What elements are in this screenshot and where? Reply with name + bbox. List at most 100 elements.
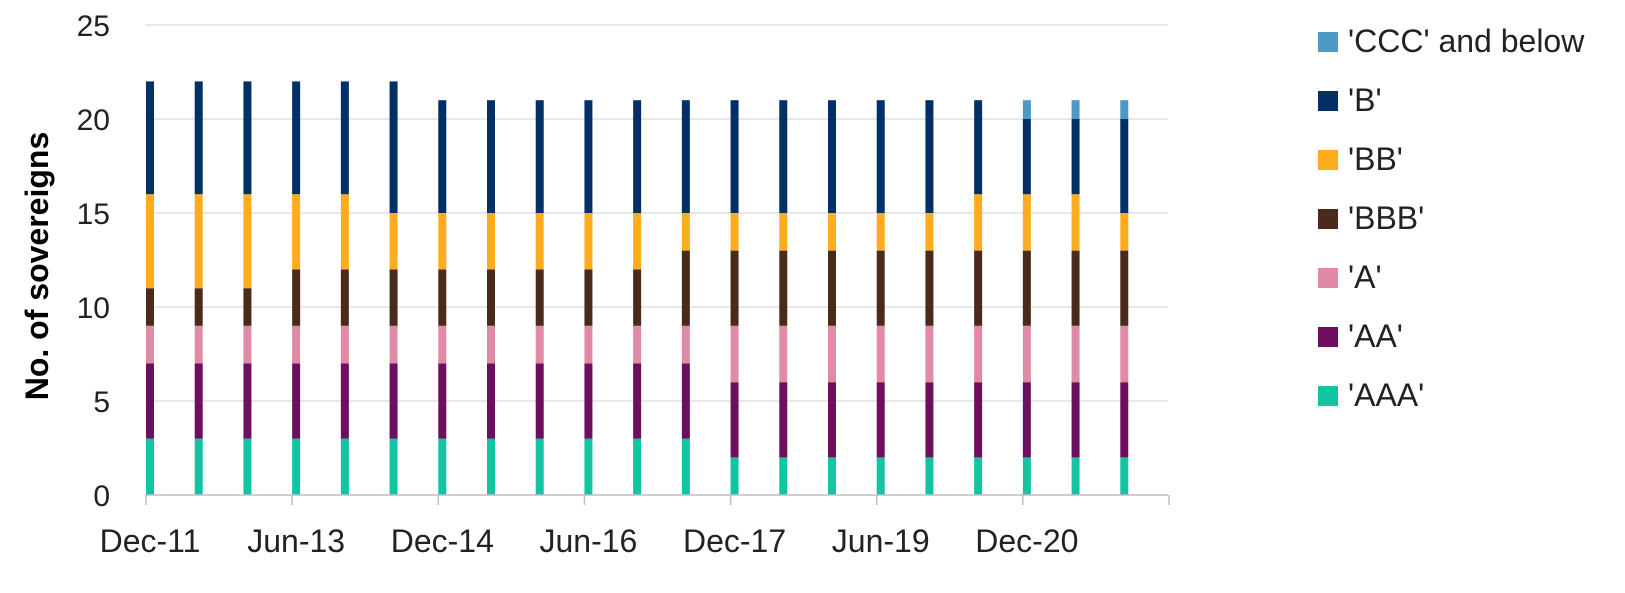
bar-segment <box>925 457 934 495</box>
bar-segment <box>1120 213 1129 251</box>
bar-segment <box>487 363 495 439</box>
bar-segment <box>535 363 544 439</box>
bar-segment <box>243 325 252 364</box>
bar-segment <box>633 213 642 270</box>
bar-segment <box>389 269 398 326</box>
y-tick-label: 10 <box>77 292 110 325</box>
bar-segment <box>925 325 934 383</box>
bar-segment <box>1022 250 1031 326</box>
bar-segment <box>535 269 544 326</box>
bar-segment <box>243 81 252 195</box>
bar-segment <box>1071 194 1080 251</box>
bar-segment <box>292 438 301 495</box>
bar-segment <box>925 213 934 251</box>
bar-segment <box>1022 325 1031 383</box>
y-tick-label: 0 <box>93 480 110 513</box>
bar-segment <box>487 269 495 326</box>
legend-label: 'CCC' and below <box>1348 23 1585 59</box>
legend-swatch <box>1318 267 1338 288</box>
bar-segment <box>146 194 154 289</box>
legend-label: 'AA' <box>1348 318 1403 354</box>
bar-segment <box>1120 457 1129 495</box>
bar-segment <box>681 213 690 251</box>
x-tick-label: Dec-20 <box>975 523 1078 559</box>
bar-segment <box>974 250 983 326</box>
x-tick-label: Jun-19 <box>832 523 930 559</box>
bar-segment <box>1022 100 1031 119</box>
bar-segment <box>828 250 836 326</box>
bar-segment <box>925 382 934 458</box>
bar-segment <box>681 363 690 439</box>
bar-segment <box>1071 119 1080 195</box>
bar-segment <box>681 325 690 364</box>
bar-segment <box>243 363 252 439</box>
bar-segment <box>1120 119 1129 213</box>
bar-segment <box>243 438 252 495</box>
bar-segment <box>1071 325 1080 383</box>
y-tick-label: 5 <box>93 386 110 419</box>
bar-segment <box>584 100 593 213</box>
legend-item: 'CCC' and below <box>1318 12 1584 71</box>
bar-segment <box>584 363 593 439</box>
bar-segment <box>438 269 447 326</box>
bar-segment <box>194 194 203 289</box>
bar-segment <box>1120 250 1129 326</box>
bar-segment <box>194 81 203 195</box>
bar-segment <box>292 363 301 439</box>
bar-segment <box>243 194 252 289</box>
legend-item: 'AA' <box>1318 307 1584 366</box>
bar-segment <box>340 269 349 326</box>
legend-item: 'BB' <box>1318 130 1584 189</box>
y-tick-label: 15 <box>77 198 110 231</box>
bar-segment <box>974 457 983 495</box>
bar-segment <box>487 438 495 495</box>
y-tick-label: 25 <box>77 10 110 43</box>
bar-segment <box>1120 382 1129 458</box>
x-axis-ticks: Dec-11 Jun-13 Dec-14 Jun-16 Dec-17 Jun-19 Dec-… <box>100 523 1079 559</box>
x-tick-label: Dec-17 <box>683 523 786 559</box>
bar-segment <box>828 213 836 251</box>
bar-segment <box>925 100 934 213</box>
x-tick-label: Jun-13 <box>247 523 345 559</box>
bar-segment <box>584 213 593 270</box>
bar-segment <box>633 363 642 439</box>
bar-segment <box>194 288 203 326</box>
bar-segment <box>389 213 398 270</box>
legend-label: 'BBB' <box>1348 200 1425 236</box>
bar-segment <box>974 382 983 458</box>
bar-segment <box>243 288 252 326</box>
bar-segment <box>146 81 154 195</box>
bar-segment <box>876 213 885 251</box>
bar-segment <box>730 250 739 326</box>
gridlines <box>145 24 1168 402</box>
bar-segment <box>681 100 690 213</box>
bar-segment <box>1022 457 1031 495</box>
bar-segment <box>292 81 301 195</box>
bar-segment <box>1120 100 1129 119</box>
bar-segment <box>1071 382 1080 458</box>
legend-swatch <box>1318 208 1338 229</box>
bar-segment <box>633 269 642 326</box>
bar-segment <box>974 100 983 195</box>
bar-segment <box>389 81 398 214</box>
bar-segment <box>292 194 301 270</box>
bar-segment <box>779 100 788 213</box>
bar-segment <box>730 457 739 495</box>
bar-segment <box>1071 100 1080 119</box>
legend-item: 'BBB' <box>1318 189 1584 248</box>
legend-label: 'AAA' <box>1348 377 1425 413</box>
bar-segment <box>876 382 885 458</box>
bar-segment <box>340 325 349 364</box>
axes <box>145 494 1170 505</box>
bar-segment <box>584 325 593 364</box>
bar-segment <box>925 250 934 326</box>
bar-segment <box>194 363 203 439</box>
legend-label: 'BB' <box>1348 141 1403 177</box>
y-axis-label: No. of sovereigns <box>19 132 55 401</box>
legend-swatch <box>1318 31 1338 52</box>
bar-segment <box>730 325 739 383</box>
bar-series <box>146 81 1129 495</box>
bar-segment <box>730 382 739 458</box>
legend-item: 'A' <box>1318 248 1584 307</box>
